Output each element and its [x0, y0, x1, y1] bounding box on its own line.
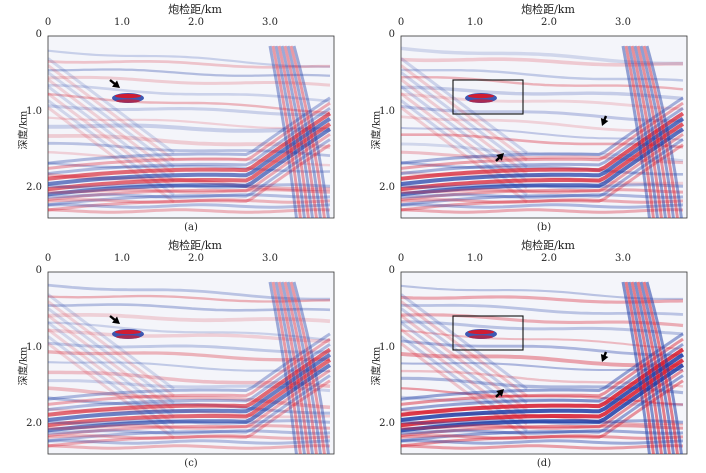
y-tick-label: 2.0 [379, 418, 395, 429]
y-axis-title: 深度/km [371, 346, 383, 386]
panel-b: 炮检距/km 深度/km 0 1.0 2.0 3.0 0 1.0 2.0 (b) [353, 0, 706, 236]
y-tick-label: 1.0 [26, 106, 42, 117]
x-tick-label: 3.0 [615, 17, 631, 28]
y-tick-label: 1.0 [379, 106, 395, 117]
x-tick-label: 1.0 [114, 17, 130, 28]
y-tick-label: 0 [388, 265, 395, 276]
x-axis-title: 炮检距/km [521, 3, 575, 16]
y-tick-label: 2.0 [26, 418, 42, 429]
x-axis-title: 炮检距/km [168, 3, 222, 16]
x-axis-title: 炮检距/km [521, 239, 575, 252]
seismic-section [47, 35, 335, 219]
panel-caption: (a) [184, 222, 198, 233]
x-axis-title: 炮检距/km [168, 239, 222, 252]
panel-d: 炮检距/km 深度/km 0 1.0 2.0 3.0 0 1.0 2.0 (d) [353, 236, 706, 473]
y-axis-title: 深度/km [371, 110, 383, 150]
y-axis-title: 深度/km [18, 110, 30, 150]
seismic-section [47, 271, 335, 455]
panel-caption: (d) [536, 458, 552, 469]
x-tick-label: 2.0 [541, 17, 557, 28]
x-tick-label: 3.0 [262, 17, 278, 28]
x-tick-label: 0 [44, 17, 52, 28]
y-tick-label: 1.0 [379, 342, 395, 353]
y-tick-label: 0 [388, 29, 395, 40]
x-tick-label: 1.0 [467, 17, 483, 28]
panel-c: 炮检距/km 深度/km 0 1.0 2.0 3.0 0 1.0 2.0 (c) [0, 236, 353, 473]
seismic-section [400, 271, 688, 455]
y-tick-label: 0 [35, 29, 42, 40]
panel-caption: (b) [536, 222, 552, 233]
panel-a: 炮检距/km 深度/km 0 1.0 2.0 3.0 0 1.0 2.0 (a) [0, 0, 353, 236]
x-tick-label: 1.0 [114, 253, 130, 264]
seismic-section [400, 35, 688, 219]
x-tick-label: 3.0 [615, 253, 631, 264]
y-axis-title: 深度/km [18, 346, 30, 386]
x-tick-label: 3.0 [262, 253, 278, 264]
x-tick-label: 0 [397, 17, 405, 28]
x-tick-label: 1.0 [467, 253, 483, 264]
y-tick-label: 1.0 [26, 342, 42, 353]
x-tick-label: 0 [44, 253, 52, 264]
y-tick-label: 2.0 [26, 182, 42, 193]
x-tick-label: 2.0 [541, 253, 557, 264]
panel-caption: (c) [184, 458, 198, 469]
x-tick-label: 2.0 [188, 17, 204, 28]
x-tick-label: 2.0 [188, 253, 204, 264]
x-tick-label: 0 [397, 253, 405, 264]
y-tick-label: 2.0 [379, 182, 395, 193]
y-tick-label: 0 [35, 265, 42, 276]
